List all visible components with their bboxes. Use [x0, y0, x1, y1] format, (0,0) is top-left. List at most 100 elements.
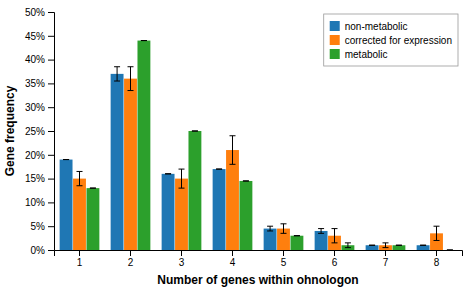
tick-label: 5	[281, 257, 287, 268]
error-cap	[216, 169, 222, 170]
x-tick: 5	[281, 250, 287, 268]
x-tick: 1	[77, 250, 83, 268]
error-bar	[270, 226, 271, 231]
error-cap	[345, 242, 351, 243]
bar	[86, 188, 99, 250]
bar	[175, 179, 188, 250]
tick-mark	[48, 12, 54, 13]
error-cap	[318, 228, 324, 229]
series	[73, 79, 443, 250]
error-cap	[243, 180, 249, 181]
y-tick: 35%	[25, 78, 54, 89]
tick-mark	[48, 36, 54, 37]
error-cap	[447, 250, 453, 251]
error-bar	[321, 229, 322, 234]
error-cap	[77, 185, 83, 186]
y-axis: 0%5%10%15%20%25%30%35%40%45%50%	[25, 7, 55, 256]
tick-label: 20%	[25, 150, 45, 161]
bar	[73, 179, 86, 250]
tick-mark	[79, 250, 80, 256]
bar	[366, 245, 379, 250]
bar	[315, 231, 328, 250]
y-tick: 20%	[25, 150, 54, 161]
error-cap	[294, 235, 300, 236]
bar	[137, 41, 150, 250]
y-tick: 0%	[31, 245, 54, 256]
error-cap	[165, 173, 171, 174]
bar	[60, 160, 73, 250]
y-tick: 25%	[25, 126, 54, 137]
error-bars	[77, 67, 440, 248]
tick-label: 25%	[25, 126, 45, 137]
error-cap	[294, 235, 300, 236]
x-tick: 2	[128, 250, 134, 268]
error-cap	[332, 242, 338, 243]
error-cap	[63, 159, 69, 160]
error-bar	[334, 229, 335, 243]
y-tick: 50%	[25, 7, 54, 18]
error-cap	[179, 169, 185, 170]
axis-line	[55, 251, 463, 257]
error-cap	[230, 164, 236, 165]
error-bar	[385, 243, 386, 248]
error-cap	[165, 173, 171, 174]
error-cap	[267, 226, 273, 227]
error-bar	[117, 67, 118, 81]
error-cap	[318, 233, 324, 234]
error-cap	[128, 66, 134, 67]
bar	[162, 174, 175, 250]
tick-mark	[48, 155, 54, 156]
tick-label: 0%	[31, 245, 46, 256]
y-tick: 10%	[25, 197, 54, 208]
x-axis: 12345678	[55, 250, 463, 268]
error-bar	[130, 67, 131, 91]
tick-mark	[232, 250, 233, 256]
tick-mark	[48, 226, 54, 227]
bar	[290, 236, 303, 250]
error-cap	[447, 250, 453, 251]
error-cap	[216, 169, 222, 170]
error-cap	[179, 188, 185, 189]
error-cap	[396, 245, 402, 246]
x-tick: 8	[434, 250, 440, 268]
bar	[443, 250, 456, 251]
error-cap	[383, 247, 389, 248]
error-cap	[230, 135, 236, 136]
error-cap	[369, 245, 375, 246]
tick-label: 4	[230, 257, 236, 268]
tick-label: 45%	[25, 31, 45, 42]
error-cap	[345, 247, 351, 248]
error-cap	[77, 171, 83, 172]
legend-label: non-metabolic	[345, 21, 408, 32]
error-cap	[114, 81, 120, 82]
tick-label: 2	[128, 257, 134, 268]
error-cap	[383, 242, 389, 243]
bar	[111, 74, 124, 250]
tick-label: 7	[383, 257, 389, 268]
error-cap	[281, 233, 287, 234]
error-cap	[434, 240, 440, 241]
error-bar	[283, 224, 284, 234]
tick-label: 35%	[25, 78, 45, 89]
error-bars	[90, 41, 453, 250]
bar	[417, 245, 430, 250]
tick-label: 5%	[31, 221, 46, 232]
tick-label: 1	[77, 257, 83, 268]
legend-swatch	[330, 21, 340, 31]
bar	[264, 229, 277, 250]
error-bar	[436, 226, 437, 240]
tick-mark	[130, 250, 131, 256]
y-tick: 15%	[25, 173, 54, 184]
tick-label: 3	[179, 257, 185, 268]
tick-label: 10%	[25, 197, 45, 208]
tick-mark	[385, 250, 386, 256]
error-cap	[90, 188, 96, 189]
tick-label: 15%	[25, 173, 45, 184]
x-tick: 3	[179, 250, 185, 268]
error-cap	[369, 245, 375, 246]
tick-label: 8	[434, 257, 440, 268]
legend-label: metabolic	[345, 49, 388, 60]
tick-mark	[48, 131, 54, 132]
x-axis-title: Number of genes within ohnologon	[157, 273, 358, 287]
legend-swatch	[330, 49, 340, 59]
